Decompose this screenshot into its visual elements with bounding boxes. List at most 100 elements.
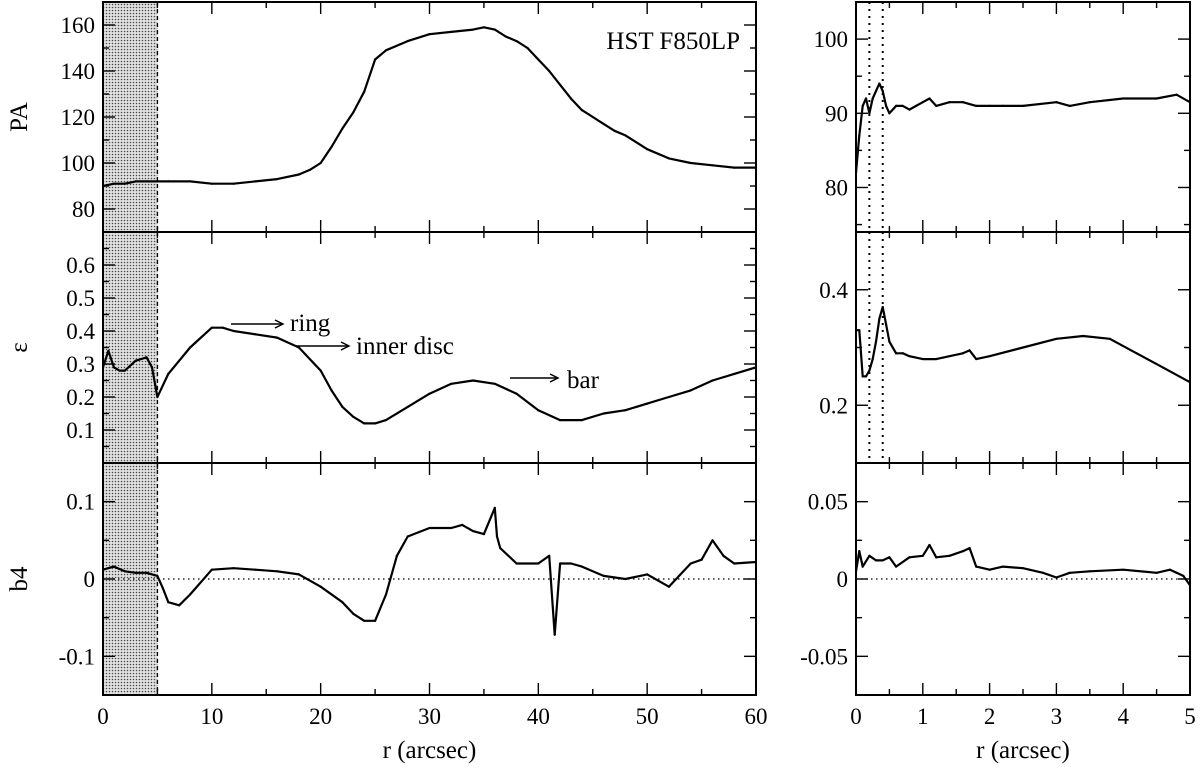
series-line — [856, 82, 1190, 173]
x-tick-label: 5 — [1184, 704, 1196, 729]
data-point — [871, 357, 874, 361]
data-point — [878, 82, 881, 85]
data-point — [1122, 97, 1125, 100]
data-point — [569, 97, 573, 100]
data-point — [948, 355, 951, 358]
data-point — [297, 573, 300, 576]
data-point — [471, 529, 475, 533]
data-point — [559, 562, 562, 565]
data-point — [1021, 567, 1025, 570]
data-point — [948, 101, 951, 104]
data-point — [667, 395, 671, 399]
data-point — [711, 379, 714, 382]
data-point — [1155, 571, 1158, 574]
data-point — [878, 317, 881, 320]
y-tick-label: -0.05 — [800, 644, 848, 669]
data-point — [1168, 568, 1172, 571]
data-point — [1055, 576, 1058, 579]
y-tick-label: 120 — [61, 105, 96, 130]
panel-frame — [855, 462, 1191, 696]
x-tick-label: 1 — [917, 704, 929, 729]
data-point — [395, 554, 398, 557]
data-point — [167, 372, 170, 375]
data-point — [868, 112, 871, 115]
panel-plot-area — [103, 463, 756, 695]
series-line — [103, 506, 756, 636]
data-point — [373, 619, 377, 622]
data-point — [188, 180, 192, 183]
data-point — [384, 593, 388, 596]
data-point — [624, 409, 627, 412]
x-tick-label: 10 — [200, 704, 223, 729]
data-point — [515, 562, 518, 565]
data-point — [1021, 104, 1025, 107]
y-axis-title: b4 — [6, 566, 33, 592]
data-point — [145, 180, 148, 183]
data-point — [482, 533, 486, 536]
panel-plot-area — [856, 2, 1190, 232]
data-point — [308, 168, 311, 171]
data-point — [908, 355, 911, 358]
data-point — [1155, 97, 1158, 100]
data-point — [884, 323, 888, 326]
data-point — [428, 33, 431, 36]
x-axis-title: r (arcsec) — [383, 737, 477, 764]
y-tick-label: 0.3 — [66, 352, 95, 377]
data-point — [1021, 346, 1025, 349]
data-point — [1055, 101, 1058, 104]
data-point — [901, 104, 904, 107]
data-point — [254, 568, 257, 571]
data-point — [908, 556, 911, 559]
data-point — [602, 574, 605, 578]
data-point — [210, 568, 213, 571]
data-point — [384, 49, 388, 52]
data-point — [406, 40, 409, 43]
x-tick-label: 40 — [527, 704, 550, 729]
data-point — [1055, 337, 1058, 340]
data-point — [134, 359, 137, 362]
data-point — [948, 554, 951, 557]
data-point — [968, 546, 971, 550]
data-point — [1001, 565, 1005, 568]
data-point — [167, 180, 170, 183]
data-point — [975, 104, 978, 107]
data-point — [894, 104, 898, 107]
data-point — [515, 40, 518, 43]
data-point — [921, 554, 924, 557]
y-tick-label: 0.2 — [66, 385, 95, 410]
data-point — [871, 97, 874, 100]
data-point — [156, 180, 159, 183]
data-point — [894, 565, 898, 568]
panel-right-top: 80 90 100 — [814, 1, 1191, 233]
annotation-label: bar — [567, 367, 600, 394]
y-tick-label: 80 — [825, 175, 848, 200]
data-point — [868, 554, 871, 557]
data-point — [624, 134, 627, 137]
panel-plot-area — [103, 232, 756, 463]
data-point — [161, 587, 164, 590]
data-point — [1175, 93, 1178, 96]
data-point — [858, 134, 861, 137]
data-point — [722, 554, 725, 557]
y-tick-label: 0.4 — [819, 278, 848, 303]
data-point — [495, 535, 499, 538]
y-tick-label: 140 — [61, 59, 96, 84]
data-point — [1001, 104, 1005, 107]
x-tick-label: 20 — [309, 704, 332, 729]
data-point — [112, 182, 115, 185]
data-point — [646, 573, 649, 576]
data-point — [188, 593, 192, 596]
x-tick-label: 3 — [1051, 704, 1063, 729]
panel-plot-area — [856, 232, 1190, 463]
x-tick-label: 30 — [418, 704, 441, 729]
data-point — [881, 559, 884, 562]
data-point — [580, 109, 583, 112]
data-point — [559, 419, 562, 422]
data-point — [988, 355, 991, 358]
data-point — [1182, 574, 1185, 578]
data-point — [733, 372, 736, 375]
y-axis-title: PA — [6, 102, 33, 132]
data-point — [646, 148, 649, 151]
panel-right-bottom: -0.05 0 0.05 0 1 2 3 4 5 r (arcsec) — [800, 462, 1196, 764]
annotation-arrowhead — [549, 373, 560, 383]
